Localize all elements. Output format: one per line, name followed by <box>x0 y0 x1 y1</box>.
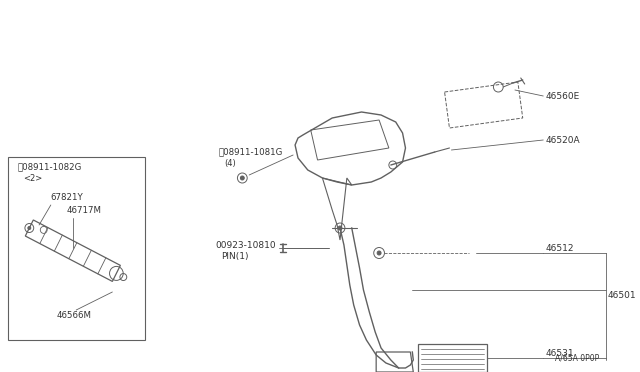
Text: ⓝ08911-1082G: ⓝ08911-1082G <box>17 163 82 171</box>
Text: 46560E: 46560E <box>545 92 579 100</box>
Text: <2>: <2> <box>24 173 43 183</box>
Text: 46531: 46531 <box>545 350 574 359</box>
Text: 00923-10810: 00923-10810 <box>215 241 276 250</box>
Circle shape <box>377 251 381 255</box>
Text: 67821Y: 67821Y <box>51 192 84 202</box>
Circle shape <box>28 227 31 230</box>
Text: 46501: 46501 <box>608 291 636 299</box>
Text: PIN(1): PIN(1) <box>221 253 248 262</box>
Text: 46717M: 46717M <box>67 205 102 215</box>
Text: A/65A 0P0P: A/65A 0P0P <box>555 353 599 362</box>
Text: 46520A: 46520A <box>545 135 580 144</box>
Text: ⓝ08911-1081G: ⓝ08911-1081G <box>219 148 284 157</box>
Circle shape <box>241 176 244 180</box>
Text: (4): (4) <box>225 158 236 167</box>
Circle shape <box>338 226 342 230</box>
Text: 46512: 46512 <box>545 244 573 253</box>
Text: 46566M: 46566M <box>57 311 92 321</box>
